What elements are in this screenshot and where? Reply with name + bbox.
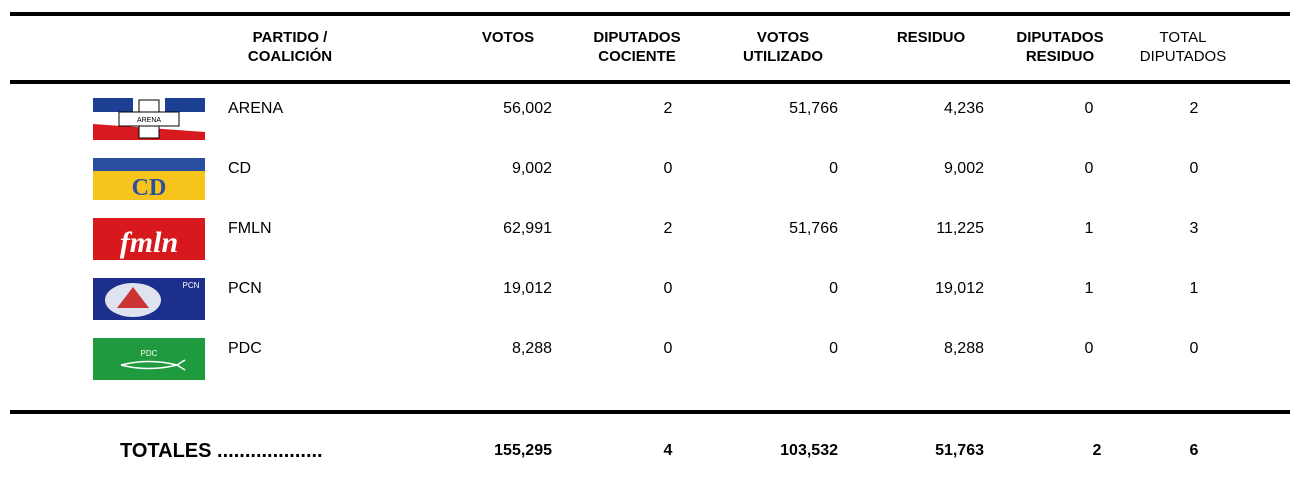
cell: 8,288 xyxy=(943,340,984,357)
cell: 0 xyxy=(663,280,673,297)
cell: 19,012 xyxy=(935,280,984,297)
cell: 0 xyxy=(663,340,673,357)
party-logo: ARENA xyxy=(93,98,205,140)
party-name: ARENA xyxy=(228,100,284,117)
total-cell: 103,532 xyxy=(780,442,838,459)
cell: 0 xyxy=(829,160,838,177)
cell: 2 xyxy=(663,100,673,117)
party-name: FMLN xyxy=(228,220,272,237)
cell: 2 xyxy=(1189,100,1199,117)
cell: 0 xyxy=(829,340,838,357)
header-line: VOTOS xyxy=(756,29,810,46)
logo-text: PCN xyxy=(183,281,200,290)
logo-text: fmln xyxy=(120,226,178,259)
header-line: RESIDUO xyxy=(1025,48,1095,65)
cell: 0 xyxy=(1189,160,1199,177)
totals-rule xyxy=(10,410,1290,414)
cell: 19,012 xyxy=(503,280,552,297)
cell: 2 xyxy=(663,220,673,237)
cell: 4,236 xyxy=(943,100,984,117)
header-line: DIPUTADOS xyxy=(1139,48,1227,65)
column-header: DIPUTADOS RESIDUO xyxy=(980,28,1140,66)
cell: 1 xyxy=(1084,220,1094,237)
logo-text: ARENA xyxy=(137,117,161,124)
header-line: RESIDUO xyxy=(896,29,966,46)
cell: 0 xyxy=(1189,340,1199,357)
cell: 56,002 xyxy=(503,100,552,117)
column-header: TOTAL DIPUTADOS xyxy=(1103,28,1263,66)
cell: 0 xyxy=(1084,160,1094,177)
cell: 1 xyxy=(1189,280,1199,297)
cell: 11,225 xyxy=(936,220,984,237)
cell: 0 xyxy=(829,280,838,297)
column-header: DIPUTADOS COCIENTE xyxy=(557,28,717,66)
total-cell: 4 xyxy=(663,442,673,459)
cell: 8,288 xyxy=(511,340,552,357)
header-line: COALICIÓN xyxy=(247,48,333,65)
logo-text: CD xyxy=(132,175,167,200)
header-line: VOTOS xyxy=(481,29,535,46)
party-name: PDC xyxy=(228,340,262,357)
party-name: CD xyxy=(228,160,252,177)
column-header: VOTOS UTILIZADO xyxy=(703,28,863,66)
total-cell: 6 xyxy=(1189,442,1199,459)
cell: 1 xyxy=(1084,280,1094,297)
column-header: RESIDUO xyxy=(851,28,1011,47)
totals-label: TOTALES ................... xyxy=(120,440,323,462)
column-header: VOTOS xyxy=(428,28,588,47)
cell: 9,002 xyxy=(943,160,984,177)
party-logo: fmln xyxy=(93,218,205,260)
party-logo: PDC xyxy=(93,338,205,380)
header-line: DIPUTADOS xyxy=(593,29,681,46)
top-rule xyxy=(10,12,1290,16)
column-header: PARTIDO / COALICIÓN xyxy=(210,28,370,66)
cell: 51,766 xyxy=(789,220,838,237)
logo-graphic: PDC xyxy=(93,338,205,380)
header-line: UTILIZADO xyxy=(743,48,823,65)
logo-graphic: CD xyxy=(93,158,205,201)
logo-text: PDC xyxy=(141,349,158,358)
cell: 0 xyxy=(663,160,673,177)
header-line: TOTAL xyxy=(1159,29,1207,46)
logo-graphic: PCN xyxy=(93,278,205,320)
logo-graphic: ARENA xyxy=(93,98,205,140)
party-name: PCN xyxy=(228,280,262,297)
total-cell: 155,295 xyxy=(494,442,552,459)
cell: 62,991 xyxy=(503,220,552,237)
logo-graphic: fmln xyxy=(93,218,205,260)
party-logo: CD xyxy=(93,158,205,201)
header-line: PARTIDO / xyxy=(252,29,328,46)
header-line: DIPUTADOS xyxy=(1016,29,1104,46)
total-cell: 51,763 xyxy=(935,442,984,459)
cell: 9,002 xyxy=(511,160,552,177)
cell: 0 xyxy=(1084,100,1094,117)
header-rule xyxy=(10,80,1290,84)
cell: 51,766 xyxy=(789,100,838,117)
header-line: COCIENTE xyxy=(598,48,676,65)
cell: 3 xyxy=(1189,220,1199,237)
cell: 0 xyxy=(1084,340,1094,357)
party-logo: PCN xyxy=(93,278,205,320)
total-cell: 2 xyxy=(1092,442,1102,459)
